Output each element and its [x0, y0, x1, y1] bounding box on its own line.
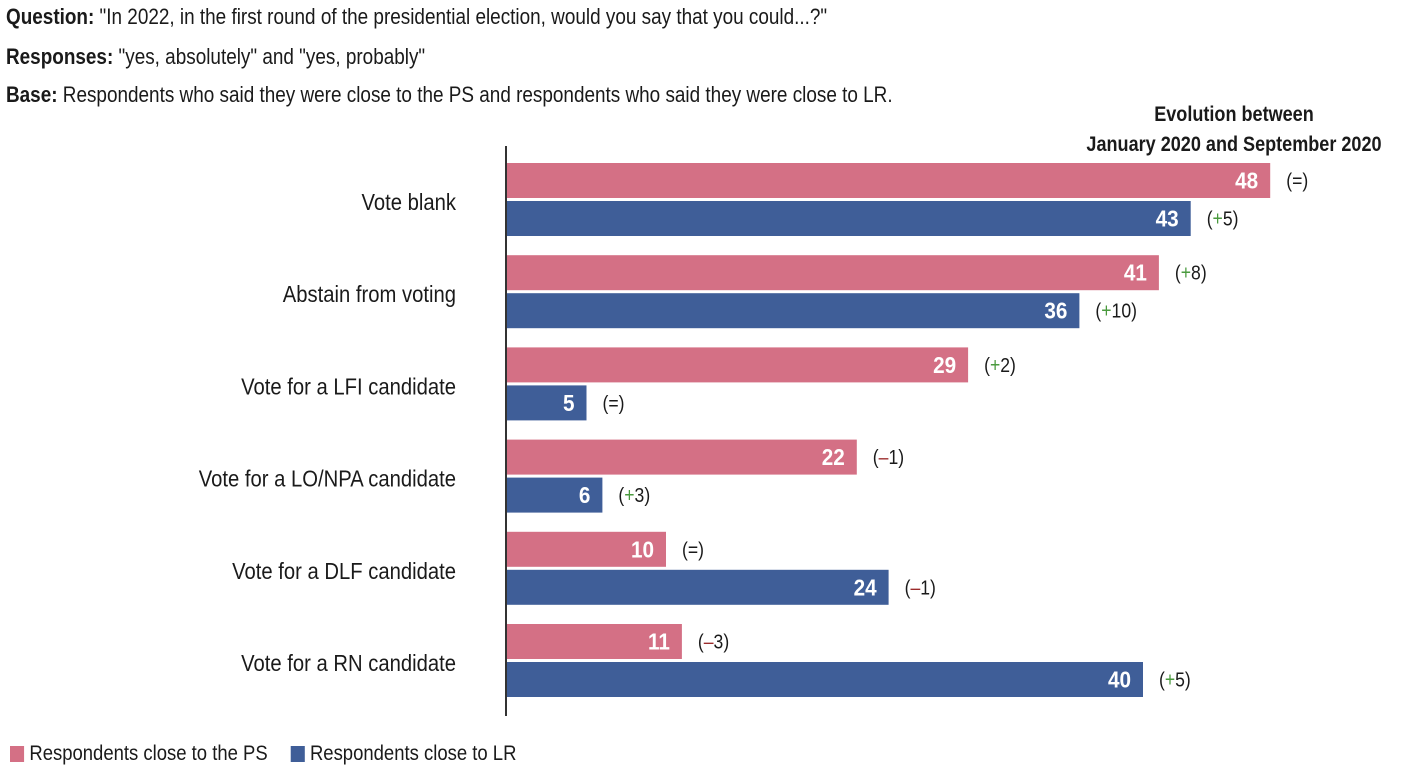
- bar-lr: [507, 201, 1191, 236]
- category-label: Vote for a LO/NPA candidate: [199, 465, 456, 492]
- bar-ps: [507, 531, 666, 567]
- category-label: Vote blank: [361, 189, 456, 216]
- evolution-label-lr: (+3): [618, 484, 650, 506]
- bar-ps: [507, 347, 969, 383]
- bar-lr: [507, 569, 889, 605]
- legend-label-lr: Respondents close to LR: [309, 742, 517, 765]
- bar-lr: [507, 385, 587, 421]
- category-label: Abstain from voting: [283, 281, 456, 308]
- base-text: Respondents who said they were close to …: [57, 82, 893, 107]
- value-label-lr: 24: [854, 574, 878, 600]
- evolution-header: Evolution between January 2020 and Septe…: [1062, 100, 1406, 160]
- value-label-lr: 40: [1108, 666, 1131, 692]
- responses-label: Responses:: [6, 44, 114, 69]
- bar-lr: [507, 477, 603, 513]
- base-line: Base: Respondents who said they were clo…: [6, 82, 893, 108]
- legend-label-ps: Respondents close to the PS: [29, 742, 268, 765]
- legend-item-ps: Respondents close to the PS: [10, 742, 268, 766]
- category-label: Vote for a DLF candidate: [232, 558, 456, 585]
- bar-ps: [507, 255, 1159, 291]
- evolution-label-lr: (+10): [1095, 300, 1137, 322]
- question-label: Question:: [6, 4, 95, 29]
- category-label: Vote for a RN candidate: [241, 650, 456, 677]
- evolution-label-ps: (+8): [1175, 262, 1207, 284]
- legend-item-lr: Respondents close to LR: [290, 742, 517, 766]
- responses-text: "yes, absolutely" and "yes, probably": [113, 44, 426, 69]
- value-label-ps: 10: [631, 536, 654, 562]
- evolution-label-ps: (–1): [873, 446, 904, 468]
- bar-ps: [507, 163, 1271, 198]
- evolution-label-ps: (=): [1286, 169, 1308, 191]
- legend-swatch-lr: [290, 746, 305, 762]
- bar-lr: [507, 662, 1143, 697]
- evolution-label-ps: (+2): [984, 354, 1016, 376]
- value-label-ps: 29: [933, 352, 956, 378]
- evolution-label-lr: (+5): [1159, 668, 1191, 690]
- value-label-ps: 22: [822, 444, 845, 470]
- responses-line: Responses: "yes, absolutely" and "yes, p…: [6, 44, 425, 70]
- legend-swatch-ps: [10, 746, 25, 762]
- evolution-label-lr: (=): [603, 392, 625, 414]
- value-label-ps: 11: [648, 628, 670, 654]
- value-label-lr: 6: [579, 482, 591, 508]
- value-label-ps: 48: [1235, 167, 1258, 193]
- bar-ps: [507, 624, 682, 659]
- category-label: Vote for a LFI candidate: [241, 373, 456, 400]
- base-label: Base:: [6, 82, 58, 107]
- bar-lr: [507, 293, 1080, 329]
- evolution-label-ps: (–3): [698, 630, 729, 652]
- evolution-header-line2: January 2020 and September 2020: [1086, 133, 1382, 156]
- question-text: "In 2022, in the first round of the pres…: [94, 4, 828, 29]
- legend: Respondents close to the PS Respondents …: [10, 742, 539, 766]
- evolution-label-lr: (+5): [1207, 207, 1239, 229]
- value-label-lr: 5: [563, 390, 575, 416]
- value-label-ps: 41: [1124, 260, 1147, 286]
- evolution-label-lr: (–1): [905, 576, 936, 598]
- question-line: Question: "In 2022, in the first round o…: [6, 4, 827, 30]
- evolution-label-ps: (=): [682, 538, 704, 560]
- value-label-lr: 36: [1044, 298, 1067, 324]
- bar-ps: [507, 439, 857, 475]
- evolution-header-line1: Evolution between: [1154, 103, 1314, 126]
- value-label-lr: 43: [1156, 205, 1179, 231]
